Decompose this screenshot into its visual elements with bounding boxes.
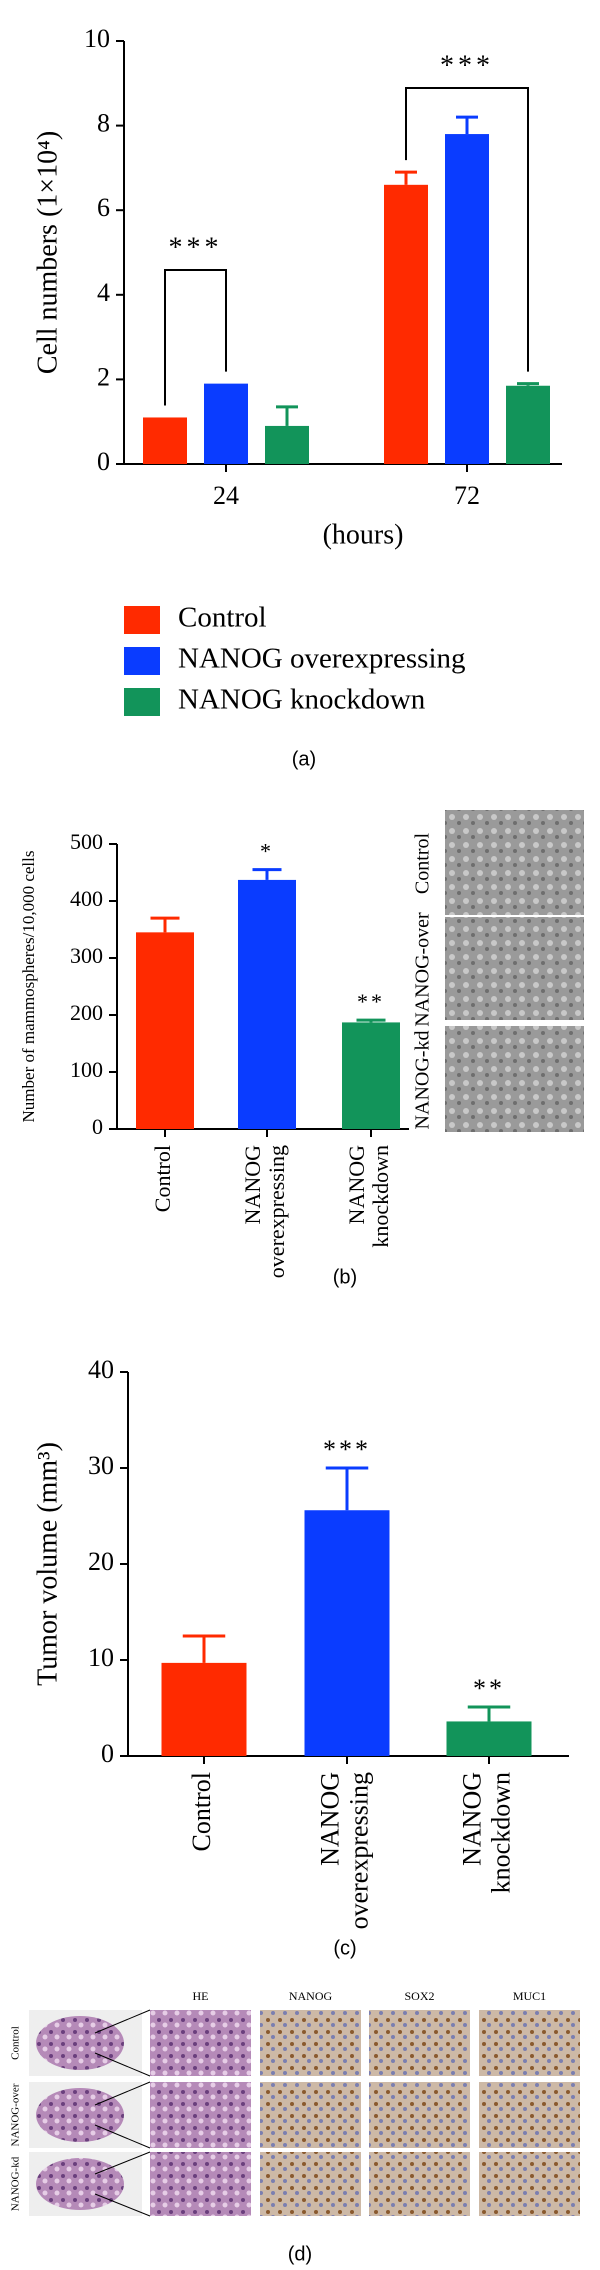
y-tick-label: 500: [70, 829, 103, 854]
significance-label: ***: [323, 1435, 371, 1464]
y-tick-label: 400: [70, 886, 103, 911]
stain-image: [150, 2010, 251, 2076]
x-tick-label: 24: [213, 481, 239, 510]
column-header: SOX2: [404, 1989, 434, 2003]
significance-label: **: [473, 1674, 505, 1703]
bar: [238, 879, 296, 1129]
legend-swatch: [124, 647, 160, 675]
y-tick-label: 40: [88, 1355, 114, 1384]
x-tick-label: Control: [150, 1145, 175, 1212]
zoom-line: [94, 2124, 151, 2149]
y-tick-label: 0: [97, 447, 110, 476]
y-tick-label: 100: [70, 1057, 103, 1082]
significance-label: ***: [440, 50, 494, 81]
image-label: NANOG-over: [412, 912, 434, 1027]
tissue-thumbnail: [36, 2088, 124, 2142]
y-tick-label: 2: [97, 362, 110, 391]
zoom-line: [94, 2052, 151, 2077]
stain-image: [150, 2152, 251, 2216]
y-axis-label: Cell numbers (1×10⁴): [32, 131, 63, 374]
y-tick-label: 8: [97, 109, 110, 138]
y-tick-label: 0: [101, 1739, 114, 1768]
y-tick-label: 300: [70, 943, 103, 968]
zoom-line: [94, 2081, 151, 2106]
row-label: Control: [10, 2026, 22, 2060]
y-tick-label: 10: [84, 24, 110, 53]
bar: [384, 184, 428, 464]
x-tick-label: NANOGknockdown: [458, 1772, 516, 1893]
y-tick-label: 200: [70, 1000, 103, 1025]
stain-image: [260, 2082, 361, 2148]
y-axis-label: Number of mammospheres/10,000 cells: [19, 851, 38, 1123]
bar: [161, 1662, 247, 1756]
x-tick-label: Control: [187, 1772, 216, 1851]
legend-label: NANOG overexpressing: [178, 643, 466, 675]
stain-image: [479, 2010, 580, 2076]
image-label: Control: [412, 833, 434, 895]
stain-image: [369, 2082, 470, 2148]
y-axis-label: Tumor volume (mm³): [32, 1442, 63, 1686]
bar: [204, 383, 248, 464]
bar: [265, 425, 309, 464]
legend-swatch: [124, 606, 160, 634]
bar: [506, 385, 550, 464]
x-tick-label: NANOGoverexpressing: [240, 1145, 289, 1278]
significance-label: *: [260, 839, 274, 864]
tissue-thumbnail: [36, 2016, 124, 2070]
panel-label: (a): [292, 748, 316, 770]
zoom-line: [94, 2151, 151, 2175]
x-axis-label: (hours): [323, 519, 404, 550]
stain-image: [479, 2082, 580, 2148]
y-tick-label: 20: [88, 1547, 114, 1576]
zoom-line: [94, 2193, 151, 2217]
significance-bracket: [164, 269, 227, 406]
legend-label: NANOG knockdown: [178, 684, 426, 716]
stain-image: [479, 2152, 580, 2216]
y-tick-label: 30: [88, 1451, 114, 1480]
stain-image: [369, 2010, 470, 2076]
zoom-line: [94, 2009, 151, 2034]
y-tick-label: 10: [88, 1643, 114, 1672]
row-label: NANOG-kd: [10, 2156, 22, 2211]
stain-image: [260, 2152, 361, 2216]
x-tick-label: NANOGknockdown: [344, 1145, 393, 1248]
stain-image: [369, 2152, 470, 2216]
bar: [445, 134, 489, 464]
column-header: MUC1: [513, 1989, 546, 2003]
y-tick-label: 4: [97, 278, 110, 307]
image-label: NANOG-kd: [412, 1031, 434, 1130]
column-header: HE: [193, 1989, 209, 2003]
y-tick-label: 0: [92, 1114, 103, 1139]
column-header: NANOG: [289, 1989, 333, 2003]
bar: [342, 1022, 400, 1129]
panel-label: (d): [288, 2243, 312, 2265]
row-label: NANOG-over: [10, 2083, 22, 2146]
tissue-thumbnail: [36, 2158, 124, 2210]
panel-label: (b): [333, 1266, 357, 1288]
panel-label: (c): [333, 1937, 356, 1959]
micrograph: [445, 810, 584, 915]
bar: [143, 417, 187, 464]
stain-image: [260, 2010, 361, 2076]
bar: [304, 1510, 390, 1756]
legend-label: Control: [178, 602, 267, 634]
x-tick-label: 72: [454, 481, 480, 510]
significance-bracket: [405, 87, 529, 372]
micrograph: [445, 917, 584, 1020]
legend-swatch: [124, 688, 160, 716]
bar: [446, 1721, 532, 1756]
micrograph: [445, 1026, 584, 1132]
y-tick-label: 6: [97, 193, 110, 222]
bar: [136, 932, 194, 1129]
x-tick-label: NANOGoverexpressing: [316, 1772, 374, 1929]
significance-label: **: [357, 989, 385, 1014]
significance-label: ***: [169, 232, 223, 263]
stain-image: [150, 2082, 251, 2148]
